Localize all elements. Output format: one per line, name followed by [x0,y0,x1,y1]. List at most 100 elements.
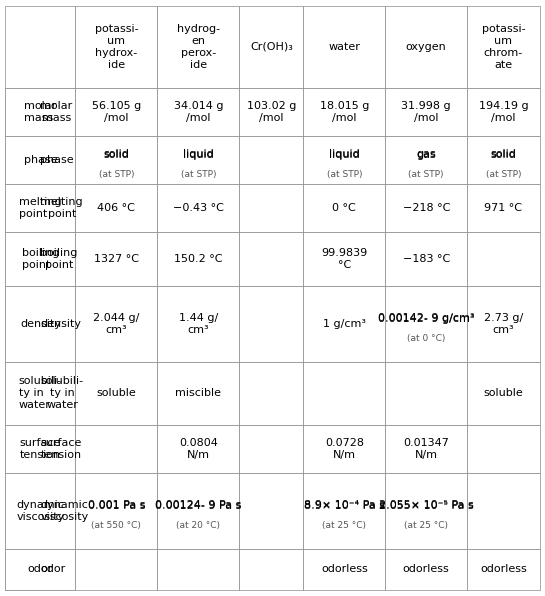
Text: 0.0804
N/m: 0.0804 N/m [179,438,218,460]
Text: 8.9× 10⁻⁴ Pa s: 8.9× 10⁻⁴ Pa s [304,500,385,510]
Text: 0 °C: 0 °C [332,203,356,213]
Text: solid: solid [490,150,516,160]
Bar [5,549,75,590]
Bar [239,184,304,232]
Bar [467,426,540,473]
Text: 0.00142- 9 g/cm³: 0.00142- 9 g/cm³ [378,314,475,324]
Bar [75,286,158,362]
Bar [5,473,75,549]
Text: 56.105 g
/mol: 56.105 g /mol [92,101,141,123]
Bar [5,286,75,362]
Bar [385,473,467,549]
Text: dynamic
viscosity: dynamic viscosity [40,500,89,522]
Bar [239,6,304,88]
Bar [158,426,239,473]
Bar [304,6,385,88]
Text: surface
tension: surface tension [20,438,61,460]
Text: −183 °C: −183 °C [403,254,450,264]
Bar [75,426,158,473]
Bar [5,473,75,549]
Text: (at STP): (at STP) [486,170,521,179]
Text: Cr(OH)₃: Cr(OH)₃ [250,42,293,52]
Text: (at STP): (at STP) [326,170,362,179]
Text: (at STP): (at STP) [180,170,216,179]
Bar [75,549,158,590]
Bar [158,362,239,426]
Text: odor: odor [28,564,53,575]
Text: density: density [40,319,81,329]
Text: miscible: miscible [175,389,221,399]
Text: 150.2 °C: 150.2 °C [174,254,222,264]
Text: (at STP): (at STP) [408,170,444,179]
Bar [304,232,385,286]
Bar [239,426,304,473]
Bar [5,88,75,136]
Text: solid: solid [490,149,516,159]
Bar [304,184,385,232]
Bar [239,88,304,136]
Text: 2.055× 10⁻⁵ Pa s: 2.055× 10⁻⁵ Pa s [379,500,474,510]
Bar [467,6,540,88]
Bar [5,286,75,362]
Text: molar
mass: molar mass [40,101,72,123]
Text: liquid: liquid [329,150,360,160]
Bar [5,549,75,590]
Text: gas: gas [416,149,436,159]
Bar [158,286,239,362]
Text: surface
tension: surface tension [40,438,82,460]
Text: 8.9× 10⁻⁴ Pa s: 8.9× 10⁻⁴ Pa s [304,501,385,511]
Text: 1327 °C: 1327 °C [94,254,139,264]
Bar [467,362,540,426]
Bar [304,426,385,473]
Bar [467,184,540,232]
Bar [467,88,540,136]
Bar [158,6,239,88]
Text: 0.001 Pa s: 0.001 Pa s [88,500,145,510]
Text: 31.998 g
/mol: 31.998 g /mol [401,101,451,123]
Bar [239,232,304,286]
Bar [467,232,540,286]
Text: density: density [20,319,61,329]
Bar [158,184,239,232]
Text: −218 °C: −218 °C [403,203,450,213]
Text: (at 25 °C): (at 25 °C) [404,522,448,530]
Text: 406 °C: 406 °C [98,203,135,213]
Bar [385,426,467,473]
Bar [239,549,304,590]
Text: solid: solid [104,150,129,160]
Bar [304,286,385,362]
Bar [304,473,385,549]
Bar [75,362,158,426]
Bar [5,232,75,286]
Text: 1.44 g/
cm³: 1.44 g/ cm³ [179,313,218,335]
Text: melting
point: melting point [19,197,62,219]
Text: (at 550 °C): (at 550 °C) [92,522,141,530]
Bar [5,362,75,426]
Bar [304,549,385,590]
Text: soluble: soluble [483,389,523,399]
Bar [158,136,239,184]
Bar [467,286,540,362]
Bar [75,473,158,549]
Bar [467,473,540,549]
Text: solid: solid [104,149,129,159]
Text: 0.01347
N/m: 0.01347 N/m [403,438,449,460]
Text: 0.00124- 9 Pa s: 0.00124- 9 Pa s [155,501,241,511]
Text: melting
point: melting point [40,197,83,219]
Bar [158,232,239,286]
Bar [385,232,467,286]
Text: boiling
point: boiling point [40,248,78,270]
Bar [385,286,467,362]
Text: 0.001 Pa s: 0.001 Pa s [88,501,145,511]
Text: −0.43 °C: −0.43 °C [173,203,224,213]
Text: (at STP): (at STP) [99,170,134,179]
Text: phase: phase [23,155,57,165]
Text: liquid: liquid [183,150,214,160]
Text: liquid: liquid [329,149,360,159]
Bar [385,549,467,590]
Text: (at 20 °C): (at 20 °C) [177,522,220,530]
Text: water: water [329,42,360,52]
Text: (at 25 °C): (at 25 °C) [322,522,366,530]
Text: odorless: odorless [403,564,450,575]
Bar [158,473,239,549]
